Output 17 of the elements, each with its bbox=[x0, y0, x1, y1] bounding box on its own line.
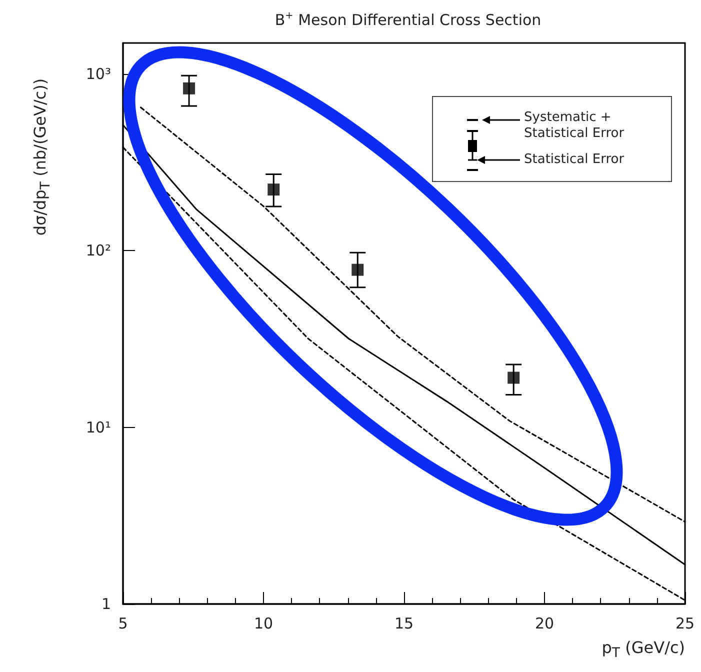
x-tick-label: 10 bbox=[254, 614, 274, 632]
y-tick-label: 10³ bbox=[86, 65, 111, 84]
x-tick-label: 5 bbox=[118, 614, 128, 632]
point bbox=[268, 184, 280, 196]
annotation: Systematic + Statistical Error bbox=[524, 110, 626, 142]
y-tick-label: 10² bbox=[86, 242, 111, 260]
point bbox=[183, 82, 196, 94]
y-tick-label: 10¹ bbox=[86, 418, 111, 436]
annotation: Statistical Error bbox=[524, 152, 626, 168]
x-axis-title: p$_{T}$ (GeV/c) bbox=[602, 638, 685, 662]
x-tick-label: 20 bbox=[534, 614, 554, 632]
x-tick-label: 25 bbox=[675, 614, 695, 632]
chart-title: B+ Meson Differential Cross Section bbox=[274, 10, 542, 29]
point bbox=[352, 264, 364, 276]
x-tick-label: 15 bbox=[394, 614, 414, 632]
y-tick-label: 1 bbox=[101, 595, 111, 613]
point bbox=[508, 372, 520, 384]
